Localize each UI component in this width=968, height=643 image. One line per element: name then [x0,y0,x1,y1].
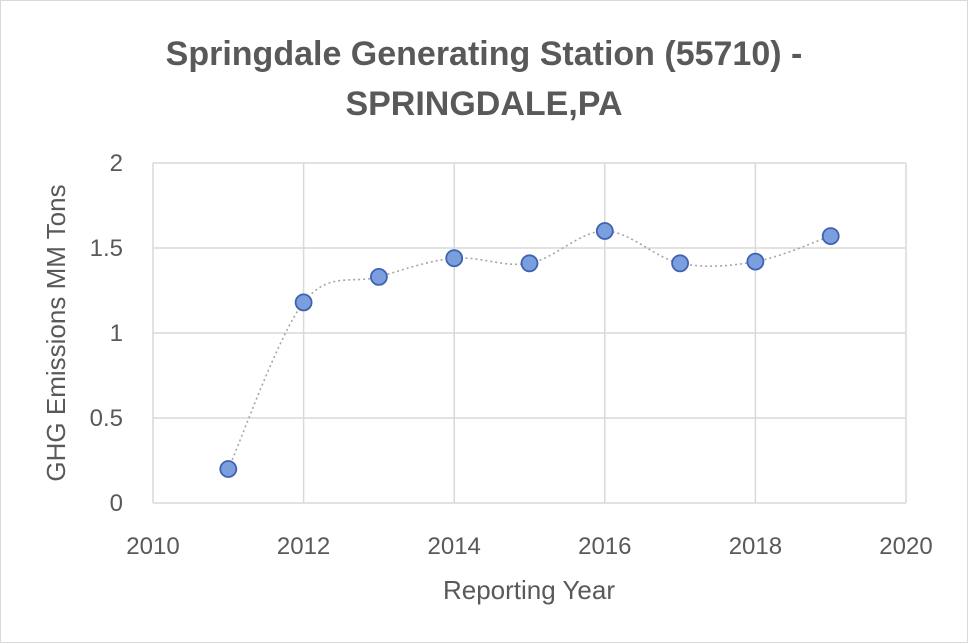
data-point [520,254,539,273]
data-point [219,460,238,478]
x-axis-title: Reporting Year [443,575,615,605]
data-point [369,267,388,286]
y-tick-label: 0.5 [90,405,123,432]
y-tick-label: 2 [110,150,123,177]
y-tick-label: 0 [110,490,123,517]
data-point [671,254,689,273]
data-point [445,249,464,268]
chart-title-line-2: SPRINGDALE,PA [345,85,623,123]
grid [152,162,907,504]
data-point [294,293,313,312]
data-point [821,227,840,246]
data-point [595,222,614,240]
x-axis-ticks: 2010 2012 2014 2016 2018 2020 [126,533,932,560]
chart-title: Springdale Generating Station (55710) - … [1,29,967,129]
x-tick-label: 2018 [729,533,782,560]
chart-title-line-1: Springdale Generating Station (55710) - [165,35,803,73]
data-points [219,222,840,478]
y-axis-title: GHG Emissions MM Tons [41,184,71,481]
x-tick-label: 2014 [428,533,481,560]
x-tick-label: 2012 [277,533,330,560]
x-tick-label: 2016 [578,533,631,560]
data-point [746,252,765,271]
y-axis-ticks: 0 0.5 1 1.5 2 [90,150,123,517]
x-tick-label: 2010 [126,533,179,560]
x-tick-label: 2020 [879,533,932,560]
y-tick-label: 1.5 [90,235,123,262]
y-tick-label: 1 [110,320,123,347]
